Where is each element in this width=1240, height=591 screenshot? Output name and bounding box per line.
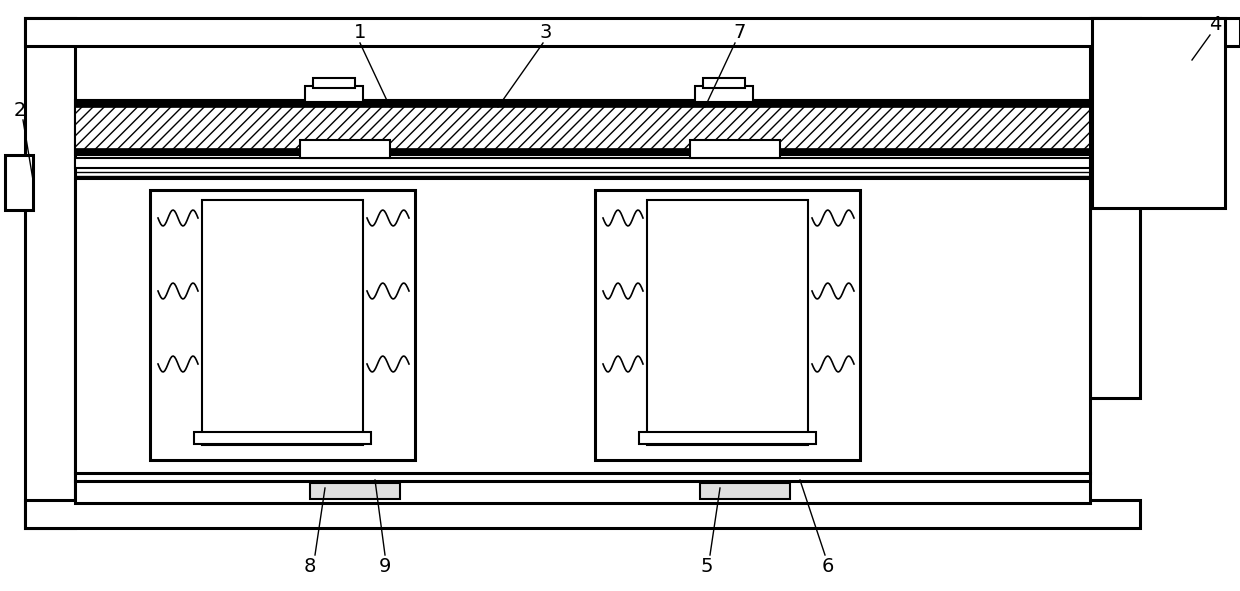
Bar: [74, 178, 1090, 503]
Bar: [25, 18, 1240, 46]
Bar: [312, 78, 355, 88]
Text: 4: 4: [1209, 15, 1221, 34]
Bar: [74, 100, 1090, 155]
Bar: [639, 432, 816, 444]
Bar: [74, 158, 1090, 168]
Bar: [74, 100, 1090, 107]
Bar: [193, 432, 371, 444]
Text: 8: 8: [304, 557, 316, 576]
Bar: [1090, 18, 1140, 398]
Bar: [25, 500, 1140, 528]
Bar: [74, 148, 1090, 155]
Text: 3: 3: [539, 24, 552, 43]
Bar: [300, 140, 391, 158]
Bar: [694, 86, 753, 102]
Bar: [595, 190, 861, 460]
Bar: [647, 200, 808, 445]
Bar: [202, 200, 363, 445]
Bar: [305, 86, 363, 102]
Bar: [150, 190, 415, 460]
Bar: [701, 483, 790, 499]
Text: 5: 5: [701, 557, 713, 576]
Bar: [5, 155, 33, 210]
Bar: [703, 78, 745, 88]
Text: 9: 9: [378, 557, 391, 576]
Text: 1: 1: [353, 24, 366, 43]
Text: 7: 7: [734, 24, 746, 43]
Bar: [310, 483, 401, 499]
Bar: [25, 18, 74, 528]
Text: 6: 6: [822, 557, 835, 576]
Bar: [689, 140, 780, 158]
Text: 2: 2: [14, 100, 26, 119]
Bar: [1092, 18, 1225, 208]
